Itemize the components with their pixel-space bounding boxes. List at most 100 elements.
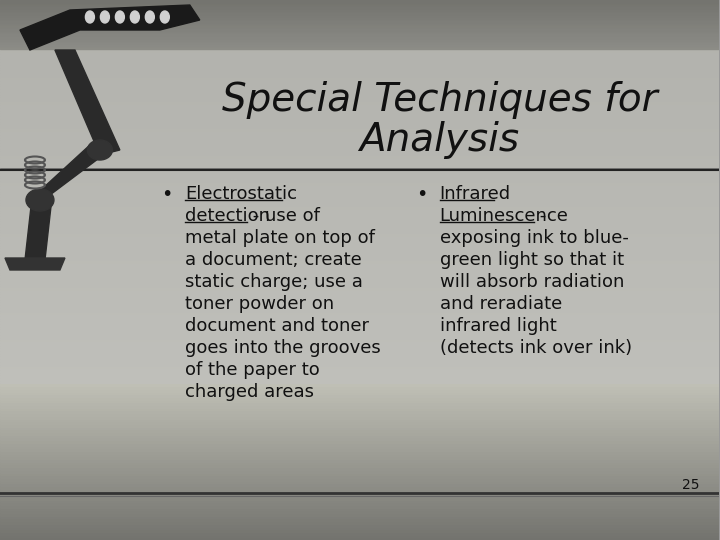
Bar: [0, 424, 719, 427]
Bar: [0, 537, 719, 540]
Bar: [0, 54, 719, 57]
Text: will absorb radiation: will absorb radiation: [439, 273, 624, 291]
Bar: [0, 273, 719, 275]
Text: static charge; use a: static charge; use a: [185, 273, 363, 291]
Bar: [0, 281, 719, 284]
Bar: [0, 451, 719, 454]
Bar: [0, 392, 719, 394]
Bar: [0, 200, 719, 202]
Bar: [0, 505, 719, 508]
Text: infrared light: infrared light: [439, 317, 557, 335]
Bar: [0, 230, 719, 232]
Bar: [0, 440, 719, 443]
Text: goes into the grooves: goes into the grooves: [185, 339, 381, 357]
Bar: [0, 205, 719, 208]
Bar: [0, 213, 719, 216]
Bar: [0, 197, 719, 200]
Bar: [0, 510, 719, 513]
Bar: [0, 251, 719, 254]
Bar: [0, 319, 719, 321]
Bar: [0, 486, 719, 489]
Bar: [0, 446, 719, 448]
Bar: [0, 76, 719, 78]
Text: toner powder on: toner powder on: [185, 295, 334, 313]
Bar: [0, 170, 719, 173]
Bar: [0, 343, 719, 346]
Bar: [0, 362, 719, 364]
Bar: [0, 100, 719, 103]
Bar: [0, 316, 719, 319]
Bar: [0, 405, 719, 408]
Text: charged areas: charged areas: [185, 383, 314, 401]
Bar: [0, 397, 719, 400]
Bar: [0, 464, 719, 467]
Bar: [0, 308, 719, 310]
Bar: [0, 86, 719, 89]
Bar: [0, 421, 719, 424]
Bar: [0, 364, 719, 367]
Bar: [0, 248, 719, 251]
Bar: [0, 373, 719, 375]
Bar: [0, 267, 719, 270]
Bar: [0, 119, 719, 122]
Bar: [0, 14, 719, 16]
Text: detection: detection: [185, 207, 270, 225]
Bar: [0, 265, 719, 267]
Bar: [0, 38, 719, 40]
Bar: [0, 302, 719, 305]
Bar: [0, 494, 719, 497]
Bar: [0, 232, 719, 235]
Bar: [0, 146, 719, 148]
Bar: [0, 313, 719, 316]
Bar: [0, 443, 719, 445]
Bar: [0, 105, 719, 108]
Ellipse shape: [115, 11, 125, 23]
Bar: [0, 84, 719, 86]
Bar: [0, 40, 719, 43]
Text: Infrared: Infrared: [439, 185, 510, 203]
Bar: [0, 437, 719, 440]
Bar: [0, 246, 719, 248]
Bar: [0, 135, 719, 138]
Bar: [0, 35, 719, 38]
Bar: [0, 78, 719, 81]
Bar: [0, 340, 719, 343]
Bar: [0, 508, 719, 510]
Bar: [0, 189, 719, 192]
Polygon shape: [30, 145, 110, 200]
Bar: [0, 370, 719, 373]
Polygon shape: [55, 50, 120, 155]
Bar: [0, 375, 719, 378]
Bar: [0, 22, 719, 24]
Bar: [0, 462, 719, 464]
Ellipse shape: [87, 140, 112, 160]
Bar: [0, 524, 719, 526]
Bar: [0, 381, 719, 383]
Bar: [0, 435, 719, 437]
Bar: [0, 238, 719, 240]
Bar: [0, 192, 719, 194]
Bar: [0, 408, 719, 410]
Bar: [0, 454, 719, 456]
Bar: [0, 489, 719, 491]
Bar: [0, 165, 719, 167]
Text: Electrostatic: Electrostatic: [185, 185, 297, 203]
Ellipse shape: [161, 11, 169, 23]
Bar: [0, 70, 719, 73]
Bar: [0, 219, 719, 221]
Bar: [0, 389, 719, 392]
Bar: [0, 327, 719, 329]
Bar: [0, 518, 719, 521]
Bar: [0, 43, 719, 46]
Text: •: •: [161, 185, 173, 204]
Bar: [0, 19, 719, 22]
Bar: [0, 356, 719, 359]
Bar: [0, 324, 719, 327]
Bar: [0, 127, 719, 130]
Text: metal plate on top of: metal plate on top of: [185, 229, 374, 247]
Bar: [0, 51, 719, 54]
Bar: [0, 346, 719, 348]
Text: - use of: - use of: [247, 207, 320, 225]
Bar: [0, 359, 719, 362]
Ellipse shape: [100, 11, 109, 23]
